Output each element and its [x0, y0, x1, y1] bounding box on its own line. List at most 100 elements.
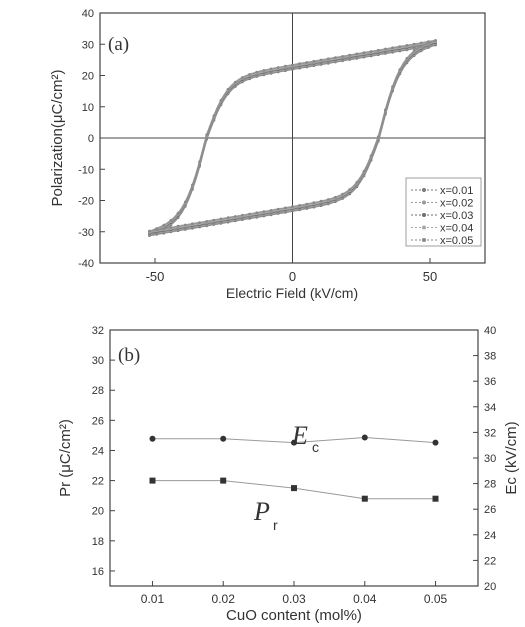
plot-frame — [110, 330, 478, 586]
x-axis-label: CuO content (mol%) — [226, 607, 362, 624]
loop-point — [177, 212, 180, 215]
y-tick-label: -40 — [78, 258, 94, 270]
loop-point — [170, 226, 173, 229]
data-point — [150, 436, 156, 442]
loop-point — [320, 200, 323, 203]
loop-point — [313, 60, 316, 63]
y-tick-label-right: 28 — [484, 479, 496, 491]
loop-point — [234, 215, 237, 218]
loop-point — [241, 214, 244, 217]
loop-point — [384, 48, 387, 51]
loop-point — [334, 196, 337, 199]
pr-series — [150, 478, 439, 502]
loop-point — [284, 65, 287, 68]
ec-series-label: E c — [291, 421, 319, 455]
loop-point — [184, 224, 187, 227]
ec-label-main: E — [291, 421, 308, 450]
y-tick-label-left: 18 — [92, 536, 104, 548]
loop-point — [398, 45, 401, 48]
pr-series-label: P r — [253, 497, 278, 533]
legend-label: x=0.04 — [440, 223, 473, 235]
y-tick-label: -30 — [78, 227, 94, 239]
x-tick-label: 0.02 — [212, 592, 236, 606]
loop-point — [291, 64, 294, 67]
loop-point — [170, 219, 173, 222]
y-axis-label-left: Pr (μC/cm²) — [57, 419, 74, 497]
loop-point — [213, 114, 216, 117]
y-tick-label-right: 40 — [484, 325, 496, 337]
loop-point — [162, 227, 165, 230]
legend-marker — [422, 226, 426, 230]
loop-point — [420, 42, 423, 45]
loop-point — [370, 50, 373, 53]
loop-point — [313, 201, 316, 204]
loop-point — [406, 57, 409, 60]
y-axis-label: Polarization(μC/cm²) — [49, 69, 66, 206]
data-point — [291, 485, 297, 491]
panel-label: (b) — [118, 345, 140, 366]
loop-point — [334, 56, 337, 59]
y-tick-label-right: 26 — [484, 504, 496, 516]
loop-point — [377, 49, 380, 52]
y-tick-label-left: 16 — [92, 566, 104, 578]
y-tick-label-left: 26 — [92, 415, 104, 427]
y-tick-label-right: 34 — [484, 402, 496, 414]
loop-point — [305, 203, 308, 206]
loop-point — [370, 154, 373, 157]
data-point — [362, 435, 368, 441]
legend-label: x=0.05 — [440, 235, 473, 247]
y-tick-label-right: 38 — [484, 351, 496, 363]
legend: x=0.01x=0.02x=0.03x=0.04x=0.05 — [406, 178, 481, 247]
loop-point — [220, 99, 223, 102]
loop-point — [413, 50, 416, 53]
loop-point — [248, 213, 251, 216]
data-point — [433, 440, 439, 446]
x-tick-label: -50 — [146, 269, 165, 284]
y-tick-label-right: 32 — [484, 427, 496, 439]
y-ticks: -40 -30 -20 -10 0 10 20 30 40 — [78, 8, 105, 270]
loop-point — [305, 61, 308, 64]
y-tick-label-left: 22 — [92, 476, 104, 488]
loop-point — [198, 160, 201, 163]
legend-marker — [422, 201, 426, 205]
loop-point — [341, 55, 344, 58]
loop-point — [248, 73, 251, 76]
data-point — [220, 478, 226, 484]
pr-label-sub: r — [273, 517, 278, 533]
loop-point — [155, 227, 158, 230]
properties-panel: 16 18 20 22 24 26 28 30 32 20 22 24 26 28 30 32 34 36 38 4… — [57, 325, 520, 624]
legend-label: x=0.02 — [440, 198, 473, 210]
loop-point — [320, 59, 323, 62]
x-ticks: -50 0 50 — [146, 258, 438, 284]
loop-point — [363, 170, 366, 173]
x-tick-label: 0.01 — [141, 592, 165, 606]
x-tick-label: 0.05 — [424, 592, 448, 606]
loop-point — [377, 135, 380, 138]
loop-point — [234, 81, 237, 84]
loop-point — [227, 216, 230, 219]
y-tick-label-right: 24 — [484, 530, 496, 542]
y-tick-label-right: 30 — [484, 453, 496, 465]
y-tick-label: 40 — [82, 8, 94, 20]
loop-point — [220, 218, 223, 221]
data-point — [433, 496, 439, 502]
loop-point — [284, 207, 287, 210]
loop-point — [255, 211, 258, 214]
x-tick-label: 0 — [289, 269, 296, 284]
loop-point — [291, 205, 294, 208]
y-tick-label-left: 24 — [92, 445, 104, 457]
y-tick-label-right: 36 — [484, 376, 496, 388]
legend-marker — [422, 188, 426, 192]
y-ticks-right: 2022242628303234363840 — [473, 325, 496, 593]
y-tick-label-left: 32 — [92, 325, 104, 337]
data-point — [362, 496, 368, 502]
y-ticks-left: 16 18 20 22 24 26 28 30 32 — [92, 325, 115, 578]
loop-point — [391, 85, 394, 88]
loop-point — [398, 68, 401, 71]
loop-point — [406, 44, 409, 47]
y-tick-label-left: 28 — [92, 385, 104, 397]
loop-point — [298, 62, 301, 65]
legend-marker — [422, 213, 426, 217]
loop-point — [263, 69, 266, 72]
